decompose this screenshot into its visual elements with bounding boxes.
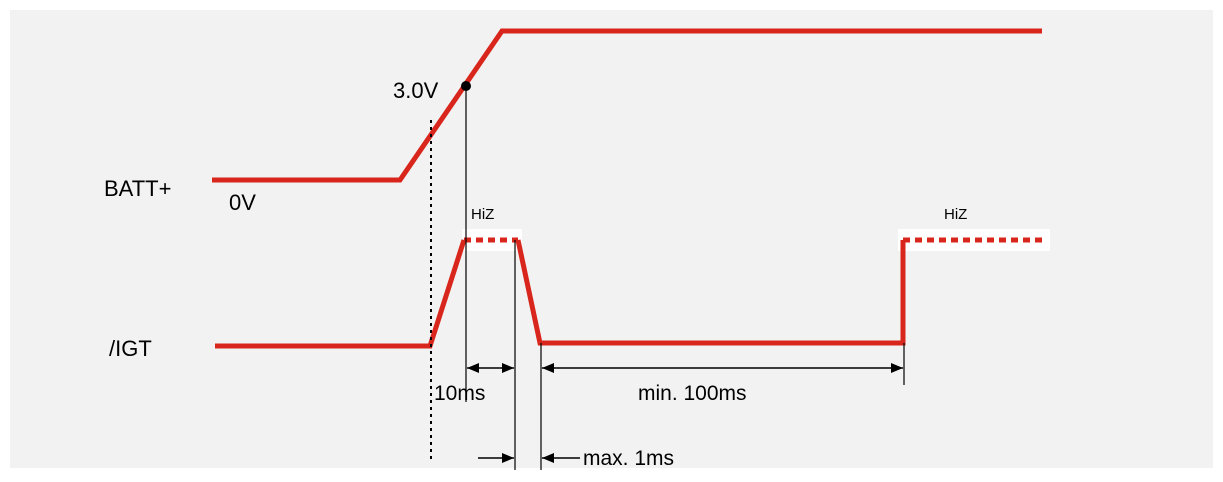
batt-low-level-label: 0V [229,190,256,215]
threshold-dot [461,81,471,91]
igt-signal-label: /IGT [109,336,152,361]
fall-time-label: max. 1ms [583,447,674,470]
pulse-width-label: 10ms [434,382,485,405]
igt-waveform-low [515,239,906,346]
hiz-box-second [898,229,1050,251]
hiz-label-second: HiZ [944,206,967,223]
low-duration-label: min. 100ms [638,382,747,405]
threshold-label: 3.0V [393,78,439,103]
batt-waveform [212,28,1042,183]
batt-signal-label: BATT+ [104,176,171,201]
hiz-label-first: HiZ [471,206,494,223]
